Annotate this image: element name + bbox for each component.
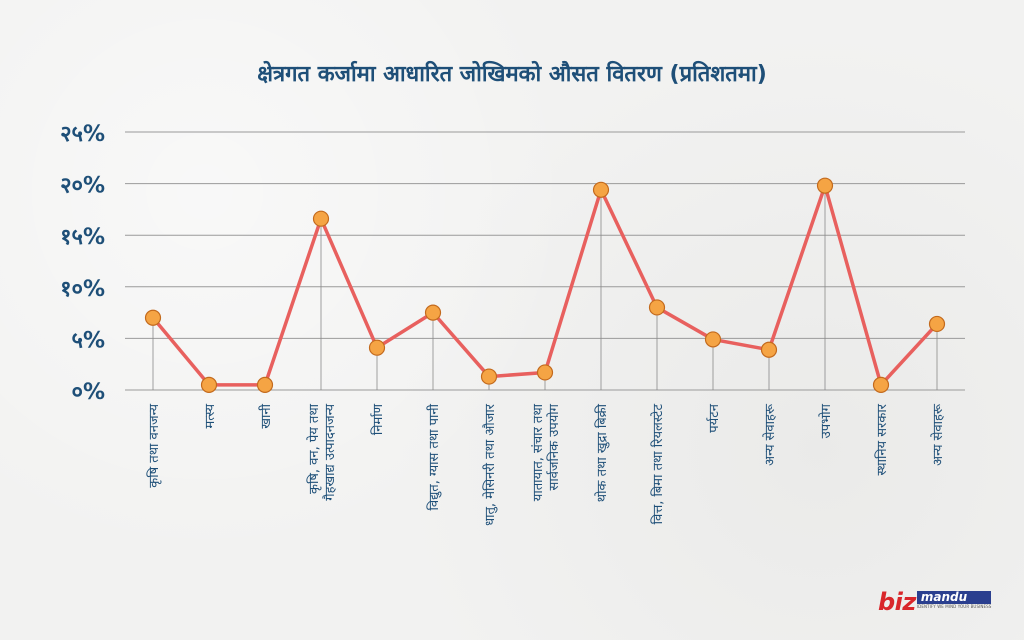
data-point (256, 376, 274, 393)
data-point (480, 368, 498, 385)
data-point (872, 376, 890, 393)
data-point (424, 304, 442, 321)
category-label: कृषि तथा वनजन्य (146, 404, 162, 488)
y-tick-label: ०% (72, 380, 105, 405)
category-label: अन्य सेवाहरू (762, 403, 778, 466)
data-point (928, 315, 946, 333)
category-label: विद्युत, ग्यास तथा पानी (426, 403, 442, 510)
data-point (312, 210, 330, 227)
logo-biz-text: biz (878, 588, 916, 616)
category-label: निर्माण (370, 403, 386, 435)
data-point (704, 331, 722, 348)
category-label: पर्यटन (706, 403, 722, 432)
category-label: मत्स्य (203, 404, 218, 429)
chart-title: क्षेत्रगत कर्जामा आधारित जोखिमको औसत वित… (257, 62, 767, 87)
category-label: सार्वजनिक उपयोग (546, 403, 562, 490)
data-point (592, 181, 610, 198)
y-tick-label: १५% (60, 225, 105, 250)
y-tick-label: २०% (60, 174, 105, 199)
category-label: थोक तथा खुद्रा बिक्री (594, 403, 610, 502)
category-label: खानी (258, 403, 274, 428)
category-label: अन्य सेवाहरू (930, 403, 946, 466)
data-point (200, 376, 218, 393)
category-label: उपभोग (818, 403, 834, 438)
category-label: कृषि, वन, पेय तथा (306, 403, 322, 494)
logo-tagline: IDENTIFY WE MIND YOUR BUSINESS (916, 604, 992, 609)
y-tick-label: १०% (60, 277, 105, 302)
data-point (760, 341, 778, 358)
category-label: वित्त, बिमा तथा रियलस्टेट (650, 404, 666, 525)
data-point (536, 364, 554, 381)
category-label: यातायात, संचार तथा (531, 403, 546, 501)
bizmandu-logo: biz mandu IDENTIFY WE MIND YOUR BUSINESS (878, 588, 992, 618)
y-tick-label: २५% (60, 122, 105, 147)
data-point (368, 339, 386, 356)
category-label: गैहखाद्य उत्पादनजन्य (322, 404, 338, 501)
category-label: धातु, मेसिनरी तथा औजार (482, 403, 498, 526)
data-point (648, 299, 666, 316)
y-tick-label: ५% (72, 328, 105, 353)
logo-mandu-text: mandu (916, 591, 992, 604)
data-point (144, 309, 162, 326)
category-label: स्थानिय सरकार (874, 403, 890, 475)
series-line (151, 183, 939, 387)
data-point (816, 177, 834, 194)
